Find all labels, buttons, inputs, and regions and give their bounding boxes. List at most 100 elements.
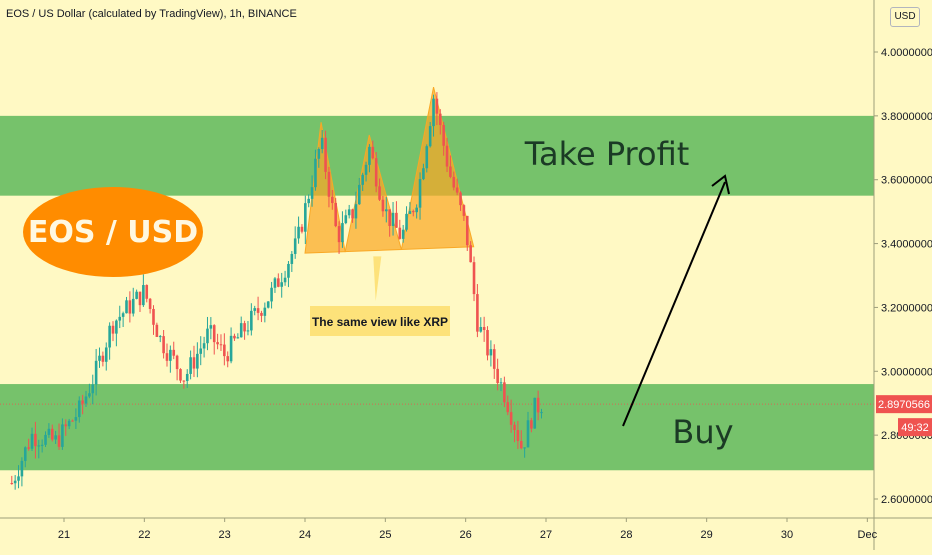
candle-body — [432, 98, 435, 127]
candle-body — [331, 196, 334, 204]
candle-body — [384, 209, 388, 212]
candle-body — [405, 213, 408, 230]
countdown-value: 49:32 — [901, 422, 929, 434]
candle-body — [418, 179, 422, 208]
candle-body — [115, 320, 118, 334]
candle-body — [476, 294, 479, 332]
candle-body — [300, 226, 304, 232]
currency-button[interactable]: USD — [890, 7, 920, 27]
candle-body — [283, 277, 287, 283]
candle-body — [374, 158, 378, 187]
candle-body — [165, 353, 169, 361]
candle-body — [77, 400, 81, 418]
price-tick-label: 4.0000000 — [881, 47, 932, 59]
time-tick-label: Dec — [858, 529, 878, 541]
candle-body — [34, 433, 37, 447]
candle-body — [44, 434, 47, 445]
candle-body — [351, 209, 354, 219]
candle-body — [192, 357, 196, 369]
price-tick-label: 3.8000000 — [881, 111, 932, 123]
candle-body — [47, 428, 51, 435]
candle-body — [334, 203, 337, 227]
candle-body — [54, 435, 57, 440]
candle-body — [519, 440, 523, 449]
candle-body — [250, 310, 253, 331]
candle-body — [341, 223, 344, 243]
zone-buy — [0, 384, 874, 471]
candle-body — [297, 226, 300, 239]
candle-body — [304, 203, 307, 232]
candle-body — [428, 126, 432, 147]
price-tick-label: 3.0000000 — [881, 366, 932, 378]
candle-body — [489, 349, 493, 356]
time-tick-label: 25 — [379, 529, 391, 541]
candle-body — [266, 301, 270, 308]
candle-body — [516, 430, 520, 441]
candle-body — [533, 397, 537, 429]
candle-body — [57, 435, 61, 447]
candle-body — [209, 325, 213, 329]
candle-body — [13, 480, 17, 484]
buy-label: Buy — [672, 413, 733, 451]
candle-body — [158, 336, 162, 338]
chart-title: EOS / US Dollar (calculated by TradingVi… — [6, 8, 297, 20]
time-tick-label: 24 — [299, 529, 311, 541]
candle-body — [17, 476, 20, 481]
candle-body — [391, 212, 395, 226]
time-tick-label: 30 — [781, 529, 793, 541]
current-price-value: 2.8970566 — [878, 399, 930, 411]
candle-body — [526, 420, 530, 448]
candle-body — [523, 447, 526, 449]
candle-body — [486, 330, 489, 356]
target-arrow — [622, 181, 726, 427]
candle-body — [233, 335, 236, 339]
candle-body — [148, 298, 152, 309]
candle-body — [172, 349, 176, 356]
candle-body — [88, 393, 91, 397]
candle-body — [327, 171, 331, 197]
candle-body — [381, 199, 385, 212]
take-profit-label: Take Profit — [524, 135, 690, 173]
candle-body — [364, 164, 368, 175]
candle-body — [71, 420, 74, 422]
candle-body — [125, 300, 128, 314]
candle-body — [509, 412, 513, 425]
time-tick-label: 27 — [540, 529, 552, 541]
candle-body — [499, 382, 503, 384]
price-tick-label: 3.2000000 — [881, 302, 932, 314]
candle-body — [398, 227, 402, 239]
candle-body — [347, 209, 351, 216]
candle-body — [290, 253, 294, 264]
candle-body — [320, 137, 324, 150]
candle-body — [280, 282, 284, 287]
candle-body — [263, 307, 267, 316]
candle-body — [67, 420, 71, 427]
candle-body — [459, 192, 462, 206]
countdown-tag — [898, 418, 932, 437]
candle-body — [449, 166, 452, 177]
candle-body — [64, 424, 68, 427]
candle-body — [20, 460, 24, 477]
candle-body — [37, 445, 41, 447]
candle-body — [206, 328, 209, 344]
candle-body — [530, 420, 533, 429]
candle-body — [253, 308, 257, 311]
candle-body — [293, 238, 297, 254]
candle-body — [273, 278, 277, 288]
candle-body — [358, 184, 361, 205]
candle-body — [138, 291, 142, 306]
candle-body — [277, 278, 280, 287]
candle-body — [455, 187, 459, 193]
candle-body — [239, 323, 243, 338]
candle-body — [226, 356, 230, 362]
candle-body — [101, 355, 105, 362]
candle-body — [10, 483, 14, 485]
candle-body — [91, 384, 95, 394]
candle-body — [155, 324, 159, 337]
candle-body — [212, 325, 216, 343]
candle-body — [199, 348, 203, 354]
candle-body — [169, 349, 172, 361]
candle-body — [469, 245, 472, 263]
